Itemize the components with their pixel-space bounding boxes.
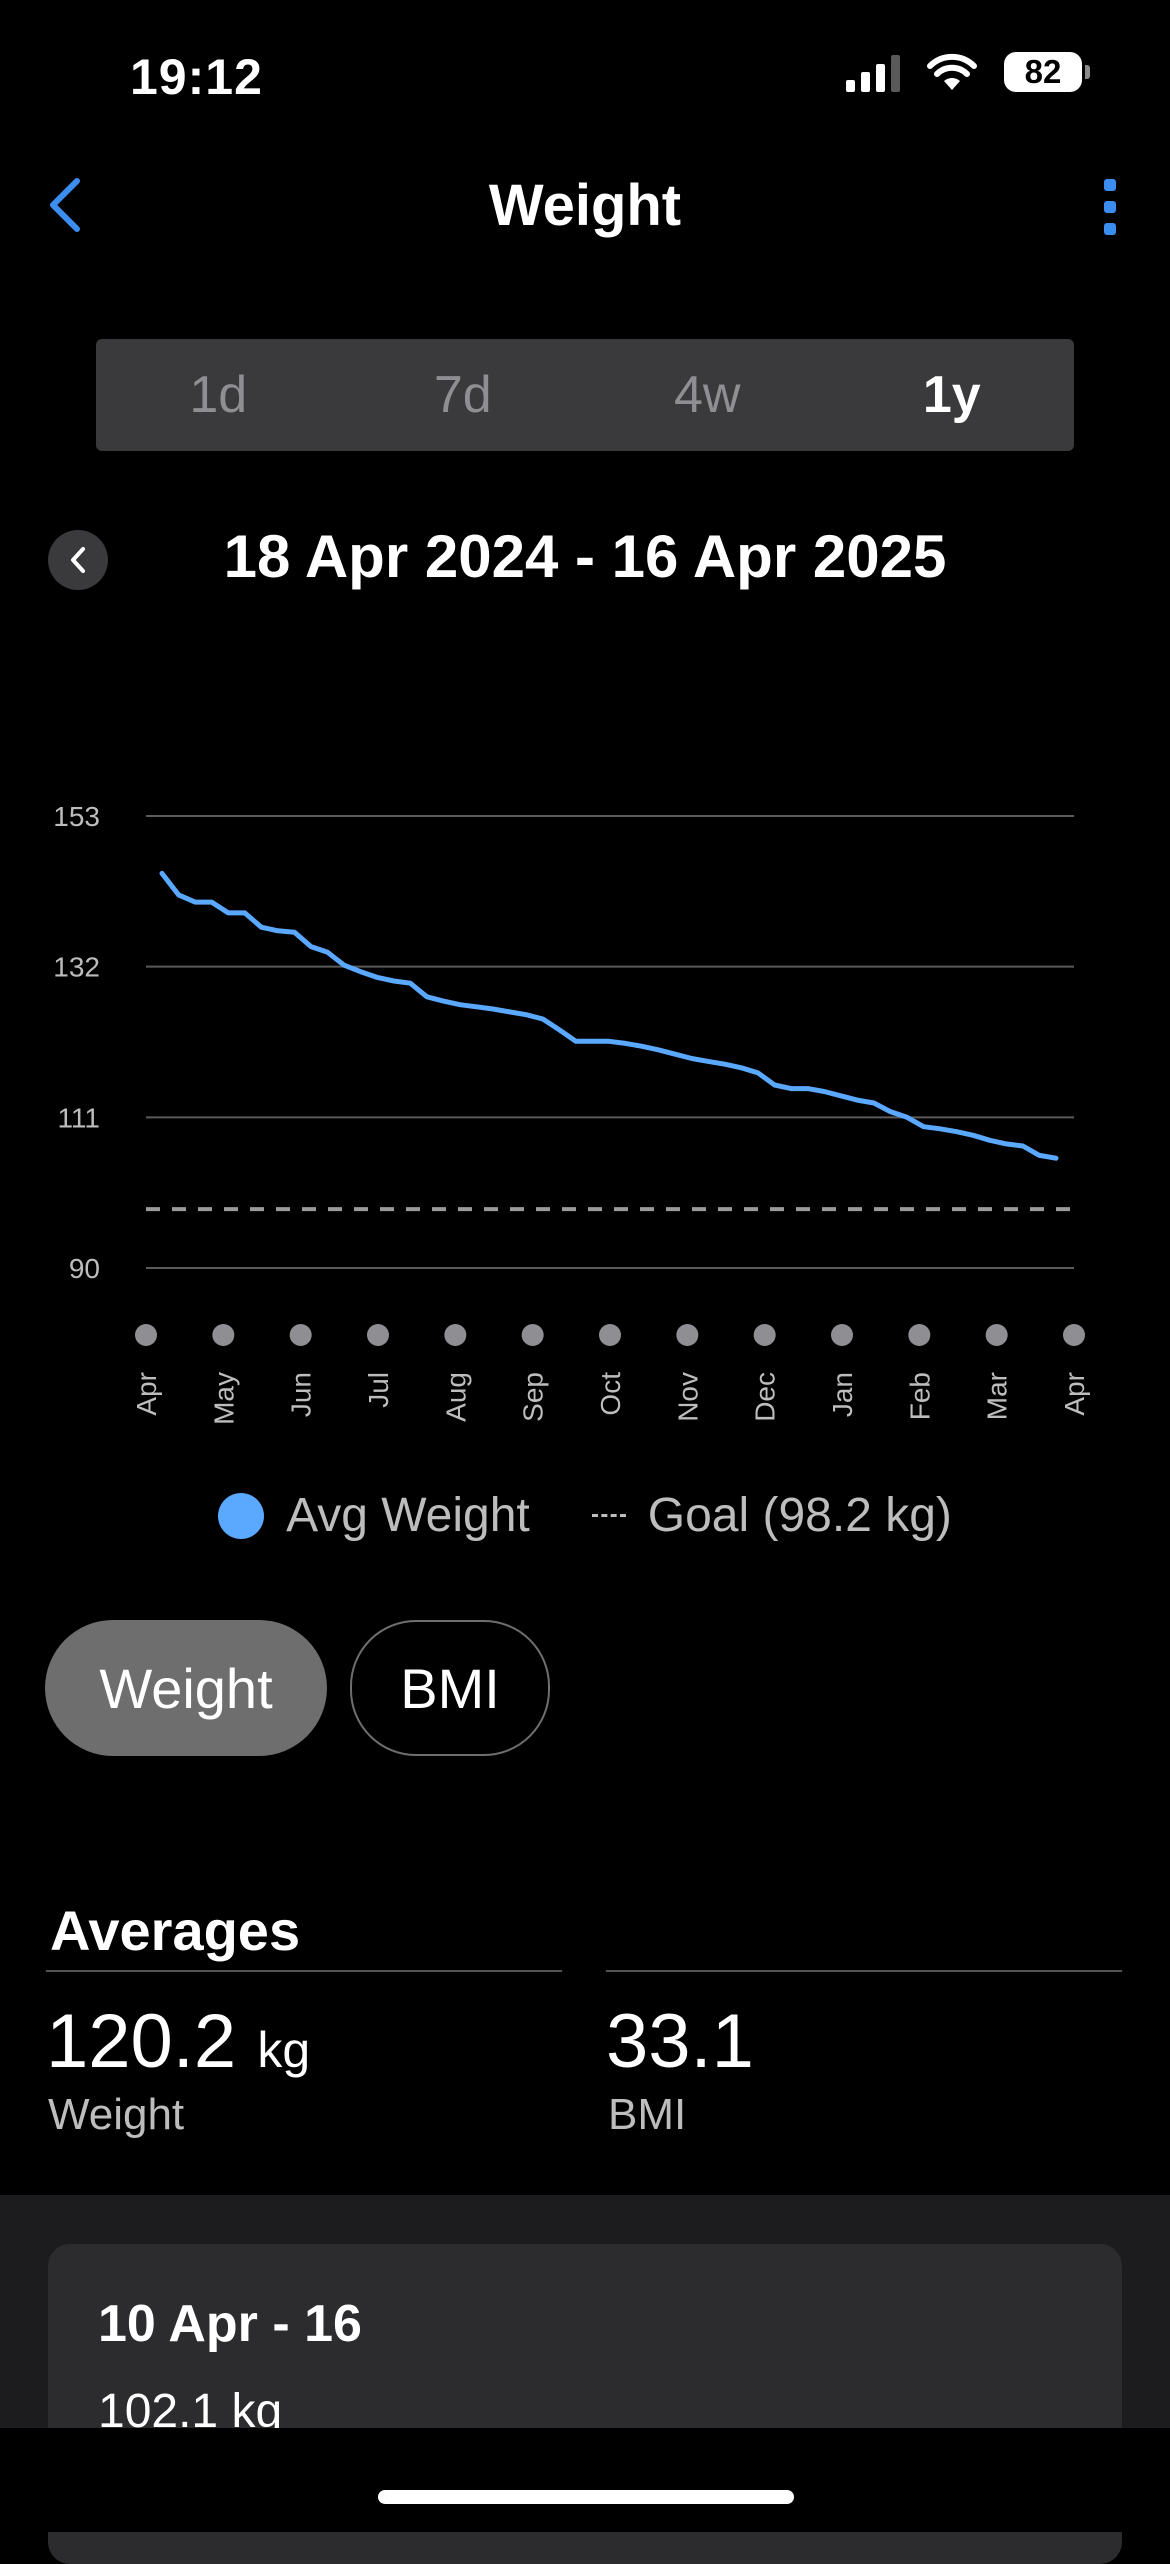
x-axis-dot <box>135 1324 157 1346</box>
y-tick-label: 111 <box>57 1102 100 1133</box>
average-bmi-label: BMI <box>608 2090 687 2139</box>
x-axis-dot <box>985 1324 1008 1346</box>
x-axis-dot <box>831 1324 853 1346</box>
x-tick-label: Dec <box>750 1372 781 1422</box>
bmi-toggle-button[interactable]: BMI <box>350 1620 550 1756</box>
x-tick-label: Apr <box>1059 1372 1090 1416</box>
more-options-button[interactable] <box>1090 172 1130 242</box>
cellular-signal-icon <box>846 52 900 92</box>
tab-4w[interactable]: 4w <box>674 366 741 424</box>
y-tick-label: 153 <box>53 801 100 832</box>
status-time: 19:12 <box>130 49 263 105</box>
x-axis-dot <box>289 1324 312 1346</box>
x-tick-label: Aug <box>440 1372 471 1422</box>
battery-icon: 82 <box>1004 52 1090 92</box>
x-axis-dot <box>1063 1324 1085 1346</box>
weight-toggle-button[interactable]: Weight <box>45 1620 327 1756</box>
y-tick-label: 90 <box>69 1253 100 1284</box>
x-tick-label: Apr <box>131 1372 162 1416</box>
x-tick-label: Jul <box>363 1372 394 1408</box>
avg-weight-legend-icon <box>218 1492 265 1539</box>
goal-legend-icon <box>591 1514 626 1517</box>
series-line-avg-weight <box>159 870 1059 1161</box>
chart-legend: Avg Weight Goal (98.2 kg) <box>0 1488 1170 1543</box>
tab-7d[interactable]: 7d <box>433 366 492 424</box>
chevron-left-icon <box>71 547 85 573</box>
x-axis-dot <box>599 1324 621 1346</box>
status-icons: 82 <box>846 52 1090 92</box>
battery-level: 82 <box>1004 52 1082 92</box>
average-weight-unit: kg <box>257 2022 311 2078</box>
x-axis-dot <box>367 1324 389 1346</box>
divider <box>46 1970 562 1972</box>
date-range-label: 18 Apr 2024 - 16 Apr 2025 <box>223 523 947 590</box>
x-axis-dot <box>521 1324 544 1346</box>
page-title: Weight <box>488 173 682 238</box>
average-weight-label: Weight <box>48 2090 185 2139</box>
previous-range-button[interactable] <box>48 530 108 590</box>
tab-1y[interactable]: 1y <box>922 366 981 424</box>
legend-avg-weight: Avg Weight <box>286 1489 530 1542</box>
divider <box>606 1970 1122 1972</box>
weight-chart: 153 132 111 90 Apr May Jun Jul Aug Sep Oct Nov Dec J… <box>53 801 1090 1425</box>
x-axis-dot <box>908 1324 931 1346</box>
x-axis-dot <box>444 1324 467 1346</box>
week-range-title: 10 Apr - 16 <box>98 2295 362 2353</box>
x-tick-label: Nov <box>672 1372 703 1422</box>
x-axis-dot <box>676 1324 699 1346</box>
tab-1d[interactable]: 1d <box>189 366 248 424</box>
x-tick-label: Mar <box>982 1372 1013 1420</box>
x-tick-label: Feb <box>904 1372 935 1420</box>
x-tick-label: Jun <box>286 1372 317 1417</box>
x-tick-label: Oct <box>595 1372 626 1416</box>
average-bmi-value: 33.1 <box>606 1999 754 2084</box>
x-axis-dot <box>212 1324 235 1346</box>
y-tick-label: 132 <box>53 952 100 983</box>
x-tick-label: May <box>208 1372 239 1425</box>
x-tick-label: Sep <box>518 1372 549 1422</box>
home-indicator-area <box>0 2428 1170 2532</box>
x-axis-dot <box>753 1324 776 1346</box>
back-button[interactable] <box>30 170 100 240</box>
x-tick-label: Jan <box>827 1372 858 1417</box>
more-vertical-icon <box>1104 179 1116 191</box>
legend-goal: Goal (98.2 kg) <box>647 1489 952 1542</box>
chevron-left-icon <box>50 178 80 232</box>
average-weight-value: 120.2 kg <box>46 1998 310 2085</box>
home-indicator[interactable] <box>378 2490 794 2504</box>
averages-heading: Averages <box>50 1899 301 1962</box>
range-selector: 1d 7d 4w 1y <box>96 339 1074 451</box>
average-weight-number: 120.2 <box>46 1999 237 2084</box>
wifi-icon <box>927 53 977 90</box>
